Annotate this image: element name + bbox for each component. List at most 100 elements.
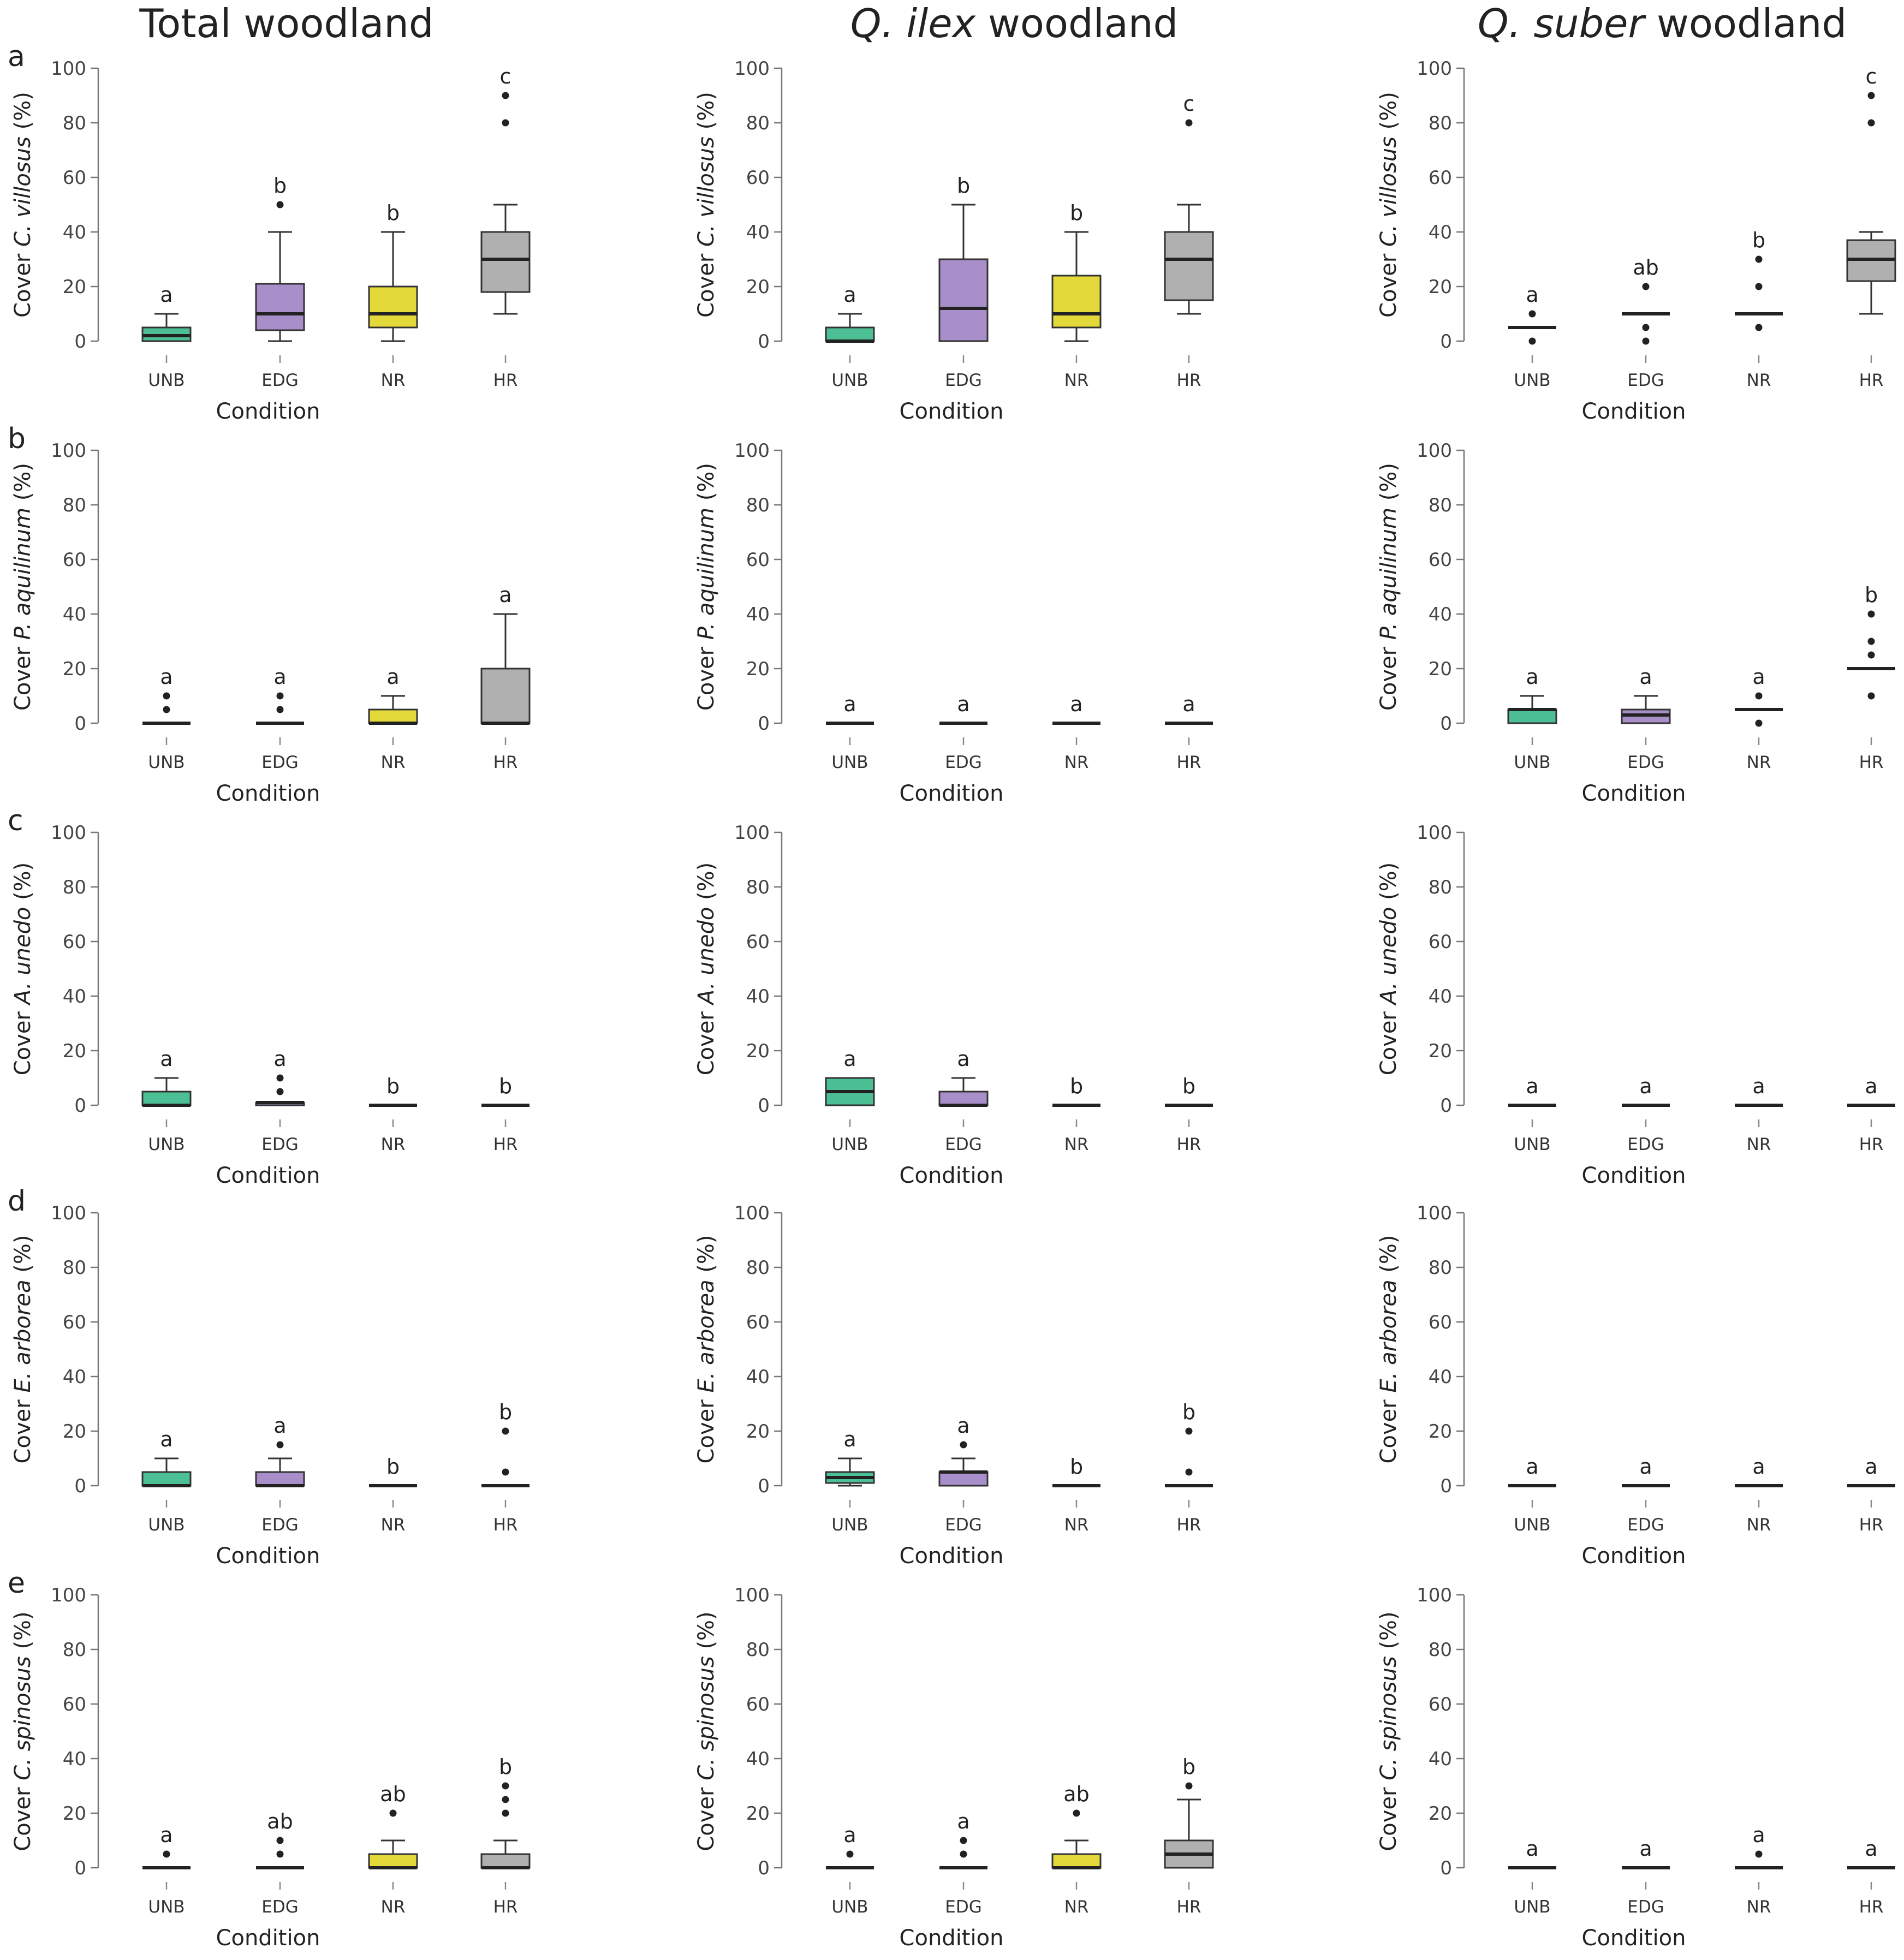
y-tick-label: 100 xyxy=(51,1584,86,1606)
column-title-3: Q. suber woodland xyxy=(1478,1,1847,46)
x-axis-label: Condition xyxy=(1582,1544,1686,1569)
y-tick-label: 80 xyxy=(63,495,86,516)
box-nr: NR b xyxy=(1052,1074,1100,1154)
box-unb: UNB a xyxy=(825,1427,875,1535)
y-tick-label: 40 xyxy=(746,222,770,243)
y-tick-label: 20 xyxy=(63,1803,86,1825)
significance-letter: a xyxy=(1526,283,1538,307)
y-axis-label: Cover C. villosus (%) xyxy=(10,92,35,318)
significance-letter: b xyxy=(1070,201,1083,225)
y-label-suffix: (%) xyxy=(10,463,35,508)
iqr-box xyxy=(825,326,875,342)
significance-letter: a xyxy=(160,1823,172,1847)
x-tick-label: UNB xyxy=(1514,753,1550,772)
y-tick-label: 100 xyxy=(51,822,86,844)
x-tick-label: NR xyxy=(1747,1897,1771,1917)
y-tick-label: 40 xyxy=(63,604,86,625)
x-tick-label: EDG xyxy=(261,1135,298,1154)
x-tick-label: UNB xyxy=(148,753,185,772)
x-tick-label: HR xyxy=(493,1135,518,1154)
y-label-species: E. arborea xyxy=(694,1280,719,1393)
y-tick-label: 20 xyxy=(746,1421,770,1443)
outlier-point xyxy=(502,1468,509,1476)
outlier-point xyxy=(1185,1782,1193,1790)
y-label-suffix: (%) xyxy=(1376,1611,1401,1656)
y-axis-label: Cover C. spinosus (%) xyxy=(1376,1611,1401,1851)
y-tick-label: 60 xyxy=(746,549,770,571)
x-tick-label: NR xyxy=(1064,1135,1089,1154)
y-tick-label: 20 xyxy=(746,658,770,680)
panel-c-1: 0 20 40 60 80 100 Cover A. unedo (%) UNB a EDG a NR… xyxy=(10,822,529,1188)
box-nr: NR b xyxy=(368,201,418,390)
y-label-suffix: (%) xyxy=(694,862,719,907)
y-tick-label: 100 xyxy=(1417,440,1452,462)
box-unb: UNB a xyxy=(825,1047,875,1154)
iqr-box xyxy=(141,1091,192,1106)
x-axis-label: Condition xyxy=(1582,1163,1686,1188)
outlier-point xyxy=(502,1809,509,1817)
x-tick-label: UNB xyxy=(831,371,868,390)
x-axis-label: Condition xyxy=(900,1926,1004,1951)
outlier-point xyxy=(1755,324,1763,331)
y-tick-label: 20 xyxy=(1429,1421,1452,1443)
x-axis-label: Condition xyxy=(900,1544,1004,1569)
box-hr: HR a xyxy=(1847,1074,1895,1154)
iqr-box xyxy=(938,258,989,342)
significance-letter: b xyxy=(1070,1074,1083,1098)
box-hr: HR a xyxy=(1165,692,1213,772)
significance-letter: a xyxy=(1752,665,1765,689)
x-tick-label: EDG xyxy=(945,1515,981,1535)
y-tick-label: 0 xyxy=(74,1095,86,1117)
y-tick-label: 20 xyxy=(1429,1803,1452,1825)
outlier-point xyxy=(1642,324,1650,331)
x-tick-label: UNB xyxy=(148,1135,185,1154)
outlier-point xyxy=(389,1809,397,1817)
box-hr: HR b xyxy=(1165,1074,1213,1154)
box-nr: NR ab xyxy=(1051,1782,1102,1917)
iqr-box xyxy=(141,1471,192,1487)
significance-letter: a xyxy=(1070,692,1082,716)
iqr-box xyxy=(480,231,531,293)
column-title-italic: Q. suber xyxy=(1478,1,1647,46)
outlier-point xyxy=(1642,283,1650,290)
panel-e-1: 0 20 40 60 80 100 Cover C. spinosus (%) UNB a EDG… xyxy=(10,1584,531,1951)
y-tick-label: 60 xyxy=(63,167,86,189)
y-tick-label: 0 xyxy=(1440,331,1452,353)
y-tick-label: 100 xyxy=(51,58,86,80)
box-unb: UNB a xyxy=(826,692,874,772)
x-axis-label: Condition xyxy=(216,1926,320,1951)
y-tick-label: 20 xyxy=(63,276,86,298)
y-tick-label: 60 xyxy=(63,549,86,571)
x-tick-label: NR xyxy=(1747,1135,1771,1154)
row-letter-b: b xyxy=(8,422,26,455)
significance-letter: a xyxy=(1865,1455,1877,1479)
significance-letter: a xyxy=(1752,1823,1765,1847)
y-tick-label: 80 xyxy=(1429,1257,1452,1279)
y-tick-label: 80 xyxy=(63,1257,86,1279)
outlier-point xyxy=(1867,638,1875,645)
x-tick-label: EDG xyxy=(1627,1135,1664,1154)
box-nr: NR a xyxy=(1735,1074,1783,1154)
y-tick-label: 60 xyxy=(1429,1694,1452,1715)
x-tick-label: NR xyxy=(381,1515,406,1535)
y-tick-label: 60 xyxy=(1429,931,1452,953)
box-hr: HR b xyxy=(1164,1755,1214,1917)
significance-letter: b xyxy=(499,1755,512,1779)
x-tick-label: NR xyxy=(381,753,406,772)
iqr-box xyxy=(1051,1853,1102,1869)
x-tick-label: NR xyxy=(381,371,406,390)
box-edg: EDG a xyxy=(1622,1837,1670,1917)
panel-c-2: 0 20 40 60 80 100 Cover A. unedo (%) UNB a EDG a NR… xyxy=(694,822,1213,1188)
y-label-prefix: Cover xyxy=(694,1780,719,1851)
panel-d-2: 0 20 40 60 80 100 Cover E. arborea (%) UNB a EDG a… xyxy=(694,1202,1213,1569)
y-axis-label: Cover C. villosus (%) xyxy=(694,92,719,318)
box-hr: HR b xyxy=(481,1074,529,1154)
significance-letter: ab xyxy=(267,1809,293,1833)
y-tick-label: 0 xyxy=(758,1857,770,1879)
box-unb: UNB a xyxy=(826,1823,874,1917)
y-tick-label: 60 xyxy=(746,167,770,189)
y-tick-label: 100 xyxy=(734,1202,770,1224)
